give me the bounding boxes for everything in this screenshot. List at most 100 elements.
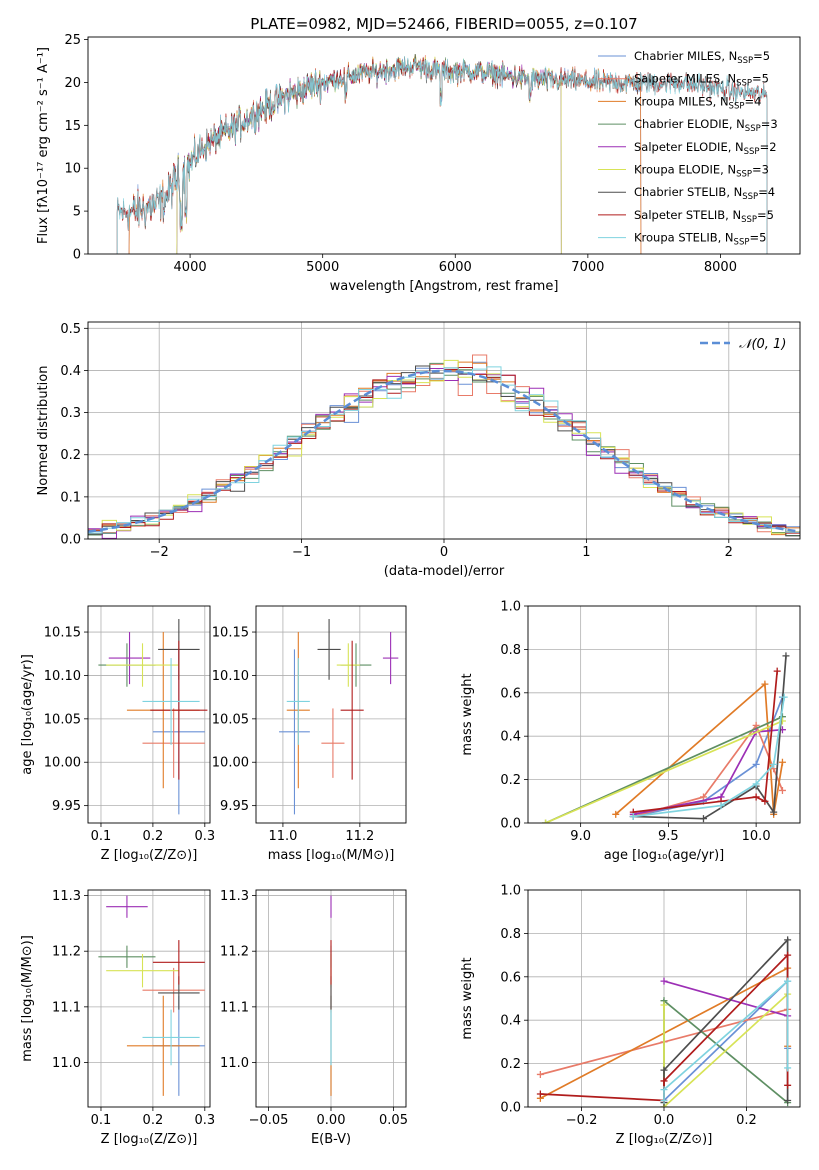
- legend-label-suffix: =4: [758, 185, 775, 199]
- legend-label-sub: SSP: [741, 215, 757, 225]
- mass-weight-vs-age-frame: [527, 605, 801, 824]
- legend-label-sub: SSP: [742, 192, 758, 202]
- mass-weight-marker: [752, 760, 760, 768]
- errorbar-point: [340, 640, 364, 780]
- legend-label-suffix: =4: [744, 94, 761, 108]
- y-axis-label: Normed distribution: [36, 366, 51, 496]
- x-tick-label: 5000: [306, 260, 339, 275]
- errorbar-point: [142, 708, 205, 778]
- x-axis-label: Z [log₁₀(Z/Z⊙)]: [101, 1132, 198, 1147]
- legend-label: Salpeter MILES, NSSP=5: [634, 72, 769, 89]
- y-tick-label: 1.0: [500, 600, 521, 615]
- mass-weight-marker: [542, 819, 550, 823]
- mass-weight-marker: [699, 815, 707, 823]
- spectrum-series-line: [176, 57, 562, 254]
- x-tick-label: 0.1: [91, 829, 112, 844]
- y-tick-label: 0.8: [500, 927, 521, 942]
- legend-label-suffix: =5: [749, 231, 766, 245]
- spectrum-panel: 4000 5000 6000 7000 8000 0 5 10 15 20 25 wavelength…: [36, 33, 801, 294]
- x-tick-label: 2: [725, 545, 733, 560]
- x-axis-label: Z [log₁₀(Z/Z⊙)]: [616, 1132, 713, 1147]
- legend-label-sub: SSP: [745, 124, 761, 134]
- mass-weight-marker: [660, 977, 668, 985]
- mass-weight-vs-Z-panel: −0.2 0.0 0.2 0.0 0.2 0.4 0.6 0.8 1.0 Z [log₁₀(Z/Z…: [460, 884, 801, 1147]
- legend-label-suffix: =5: [752, 72, 769, 86]
- errorbar-point: [150, 640, 208, 780]
- age-vs-mass-plot-area: [279, 619, 399, 815]
- y-tick-label: 11.1: [52, 1000, 81, 1015]
- y-tick-label: 0.4: [60, 364, 81, 379]
- errorbar-point: [317, 619, 341, 680]
- y-tick-label: 0.1: [60, 490, 81, 505]
- spectrum-plot-area: [116, 53, 768, 254]
- x-tick-label: −2: [150, 545, 169, 560]
- y-tick-label: 0.3: [60, 406, 81, 421]
- y-tick-label: 10.05: [44, 712, 81, 727]
- spectrum-legend: Chabrier MILES, NSSP=5 Salpeter MILES, NS…: [598, 49, 778, 248]
- y-tick-label: 20: [64, 76, 81, 91]
- x-axis-label: wavelength [Angstrom, rest frame]: [330, 279, 559, 294]
- y-tick-label: 0.4: [500, 1014, 521, 1029]
- errorbar-point: [126, 995, 200, 1096]
- x-tick-label: 0: [440, 545, 448, 560]
- mass-vs-Z-grid: [88, 890, 210, 1107]
- y-tick-label: 15: [64, 119, 81, 134]
- mass-weight-marker: [717, 802, 725, 810]
- legend-label-sub: SSP: [737, 56, 753, 66]
- y-tick-label: 11.3: [52, 889, 81, 904]
- x-tick-label: −1: [292, 545, 311, 560]
- y-tick-label: 11.0: [52, 1056, 81, 1071]
- x-tick-label: 11.2: [345, 829, 374, 844]
- y-tick-label: 10.00: [212, 756, 249, 771]
- errorbar-point: [108, 632, 151, 685]
- mass-weight-marker: [752, 793, 760, 801]
- legend-label: Salpeter ELODIE, NSSP=2: [634, 140, 777, 157]
- y-tick-label: 0.2: [60, 448, 81, 463]
- mass-weight-line: [633, 655, 787, 820]
- x-tick-label: 0.1: [91, 1113, 112, 1128]
- mass-weight-marker: [761, 797, 769, 805]
- legend-label: Kroupa MILES, NSSP=4: [634, 94, 761, 111]
- errorbar-point: [382, 632, 399, 685]
- residuals-plot-area: [88, 354, 800, 539]
- y-tick-label: 11.0: [220, 1056, 249, 1071]
- y-tick-label: 10.15: [44, 626, 81, 641]
- mass-weight-line: [663, 937, 789, 1103]
- y-tick-label: 11.3: [220, 889, 249, 904]
- x-tick-label: 7000: [571, 260, 604, 275]
- mass-weight-line: [545, 720, 783, 823]
- mass-weight-marker: [784, 936, 792, 944]
- y-tick-label: 0.0: [500, 817, 521, 832]
- y-tick-label: 10.00: [44, 756, 81, 771]
- y-tick-label: 0.6: [500, 686, 521, 701]
- x-tick-label: 0.2: [143, 829, 164, 844]
- y-tick-label: 1.0: [500, 884, 521, 899]
- x-tick-label: 0.3: [194, 1113, 215, 1128]
- age-vs-mass-frame: [255, 605, 407, 824]
- legend-label-sub: SSP: [734, 238, 750, 248]
- residuals-panel: −2 −1 0 1 2 0.0 0.1 0.2 0.3 0.4 0.5 (data-model)/er…: [36, 321, 801, 579]
- age-vs-mass-grid: [256, 606, 406, 823]
- x-tick-label: 0.0: [654, 1113, 675, 1128]
- mass-vs-Z-frame: [87, 889, 211, 1108]
- errorbar-point: [142, 967, 205, 1013]
- mass-weight-marker: [773, 667, 781, 675]
- y-tick-label: 10.10: [44, 669, 81, 684]
- mass-weight-marker: [699, 793, 707, 801]
- mass-weight-marker: [784, 1064, 792, 1072]
- legend-label: Chabrier ELODIE, NSSP=3: [634, 117, 778, 134]
- x-tick-label: 1: [582, 545, 590, 560]
- mass-weight-marker: [784, 1096, 792, 1104]
- age-vs-Z-frame: [87, 605, 211, 824]
- y-axis-label: mass [log₁₀(M/M⊙)]: [20, 935, 35, 1062]
- errorbar-point: [142, 1009, 200, 1066]
- x-tick-label: 0.3: [194, 829, 215, 844]
- y-tick-label: 11.1: [220, 1000, 249, 1015]
- figure-title: PLATE=0982, MJD=52466, FIBERID=0055, z=0…: [250, 15, 637, 33]
- x-axis-label: Z [log₁₀(Z/Z⊙)]: [101, 848, 198, 863]
- y-tick-label: 10.15: [212, 626, 249, 641]
- x-tick-label: 6000: [439, 260, 472, 275]
- mass-vs-Z-plot-area: [98, 895, 205, 1096]
- mass-weight-marker: [536, 1070, 544, 1078]
- x-axis-label: E(B-V): [311, 1132, 351, 1147]
